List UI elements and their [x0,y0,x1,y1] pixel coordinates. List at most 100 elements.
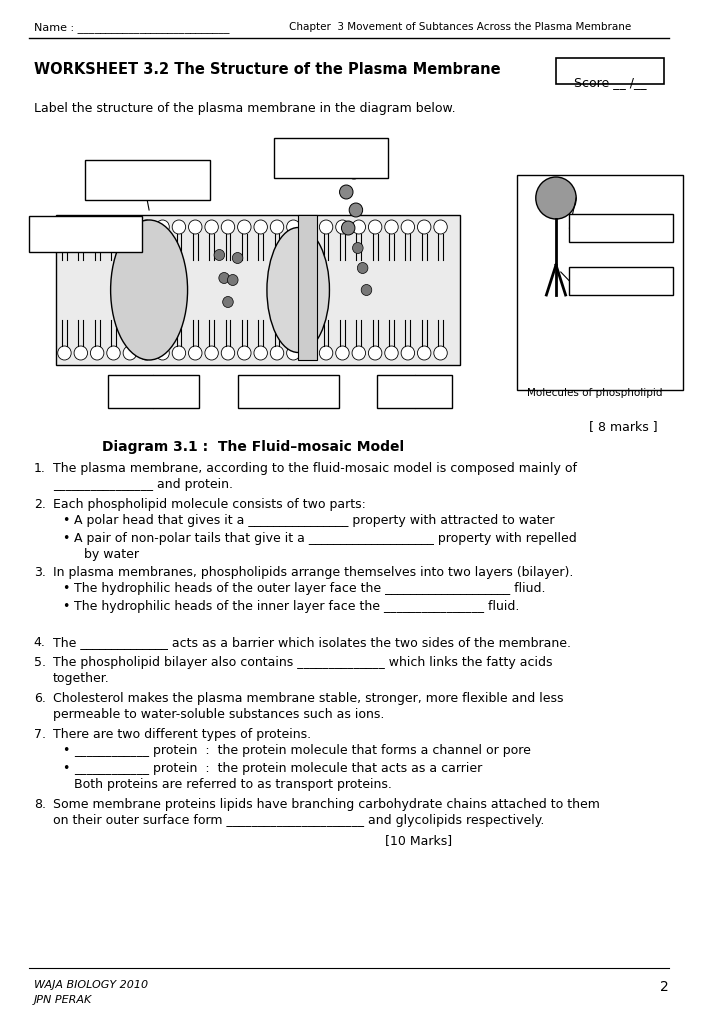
Text: WORKSHEET 3.2 The Structure of the Plasma Membrane: WORKSHEET 3.2 The Structure of the Plasm… [33,62,500,77]
Circle shape [219,272,229,284]
Text: The hydrophilic heads of the outer layer face the ____________________ fliud.: The hydrophilic heads of the outer layer… [74,582,546,595]
Circle shape [352,346,365,360]
Circle shape [221,220,235,234]
Text: Name : ___________________________: Name : ___________________________ [33,22,229,33]
Text: Score __ /__: Score __ /__ [573,76,646,89]
Circle shape [339,185,353,199]
Circle shape [172,346,186,360]
Text: ____________ protein  :  the protein molecule that acts as a carrier: ____________ protein : the protein molec… [74,762,482,775]
Circle shape [434,220,447,234]
Text: A pair of non-polar tails that give it a ____________________ property with repe: A pair of non-polar tails that give it a… [74,532,577,545]
Circle shape [58,220,71,234]
Text: The ______________ acts as a barrier which isolates the two sides of the membran: The ______________ acts as a barrier whi… [53,636,571,649]
Text: Each phospholipid molecule consists of two parts:: Each phospholipid molecule consists of t… [53,498,366,511]
Text: •: • [62,532,70,545]
Circle shape [368,346,382,360]
Circle shape [205,346,218,360]
Circle shape [368,220,382,234]
Circle shape [303,346,317,360]
Circle shape [107,220,120,234]
Circle shape [352,243,363,254]
Text: 5.: 5. [33,656,46,669]
Bar [556,58,663,84]
Circle shape [172,220,186,234]
Circle shape [418,220,431,234]
Text: Some membrane proteins lipids have branching carbohydrate chains attached to the: Some membrane proteins lipids have branc… [53,798,600,811]
Text: 2: 2 [660,980,668,994]
Text: permeable to water-soluble substances such as ions.: permeable to water-soluble substances su… [53,708,384,721]
Circle shape [74,346,88,360]
Text: Diagram 3.1 :  The Fluid–mosaic Model: Diagram 3.1 : The Fluid–mosaic Model [102,440,404,454]
Text: •: • [62,762,70,775]
Text: •: • [62,582,70,595]
Circle shape [357,262,368,273]
Circle shape [319,220,333,234]
Text: In plasma membranes, phospholipids arrange themselves into two layers (bilayer).: In plasma membranes, phospholipids arran… [53,566,573,579]
Bar [274,138,388,178]
Circle shape [254,220,268,234]
Text: 4.: 4. [33,636,46,649]
Text: 2.: 2. [33,498,46,511]
Circle shape [91,346,104,360]
Circle shape [156,220,170,234]
Bar [238,375,339,408]
Circle shape [286,220,300,234]
Circle shape [401,346,415,360]
Text: on their outer surface form ______________________ and glycolipids respectively.: on their outer surface form ____________… [53,814,544,827]
Circle shape [319,346,333,360]
Text: Label the structure of the plasma membrane in the diagram below.: Label the structure of the plasma membra… [33,102,455,115]
Circle shape [238,346,251,360]
Text: 1.: 1. [33,462,46,475]
Circle shape [232,253,243,263]
Circle shape [352,220,365,234]
Circle shape [238,220,251,234]
Text: Molecules of phospholipid: Molecules of phospholipid [527,388,663,398]
Circle shape [303,220,317,234]
Circle shape [91,220,104,234]
Text: •: • [62,514,70,527]
Circle shape [188,220,202,234]
Text: 3.: 3. [33,566,46,579]
Circle shape [214,250,225,260]
Circle shape [223,297,233,307]
Circle shape [361,285,372,296]
Circle shape [228,274,238,286]
Text: 8.: 8. [33,798,46,811]
Circle shape [341,221,355,234]
Circle shape [270,220,283,234]
Bar [516,175,683,390]
Bar [377,375,452,408]
Circle shape [139,346,153,360]
Circle shape [347,165,361,179]
Circle shape [254,346,268,360]
Circle shape [58,346,71,360]
Text: 7.: 7. [33,728,46,741]
Ellipse shape [111,220,188,360]
Bar [29,216,142,252]
Circle shape [188,346,202,360]
Circle shape [221,346,235,360]
Bar [56,215,460,365]
Bar [569,214,674,242]
Circle shape [270,346,283,360]
Circle shape [385,346,398,360]
Circle shape [286,346,300,360]
Bar [108,375,199,408]
Text: The plasma membrane, according to the fluid-mosaic model is composed mainly of: The plasma membrane, according to the fl… [53,462,577,475]
Circle shape [123,346,136,360]
Circle shape [349,203,362,217]
Text: Chapter  3 Movement of Subtances Across the Plasma Membrane: Chapter 3 Movement of Subtances Across t… [289,22,631,32]
Circle shape [401,220,415,234]
Text: ________________ and protein.: ________________ and protein. [53,478,233,490]
Circle shape [107,346,120,360]
Ellipse shape [267,227,329,352]
Text: A polar head that gives it a ________________ property with attracted to water: A polar head that gives it a ___________… [74,514,555,527]
Circle shape [74,220,88,234]
Text: [ 8 marks ]: [ 8 marks ] [589,420,658,433]
Text: •: • [62,744,70,757]
Text: together.: together. [53,672,109,685]
Circle shape [336,346,349,360]
Text: The phospholipid bilayer also contains ______________ which links the fatty acid: The phospholipid bilayer also contains _… [53,656,552,669]
Bar [85,160,210,200]
Text: WAJA BIOLOGY 2010: WAJA BIOLOGY 2010 [33,980,148,990]
